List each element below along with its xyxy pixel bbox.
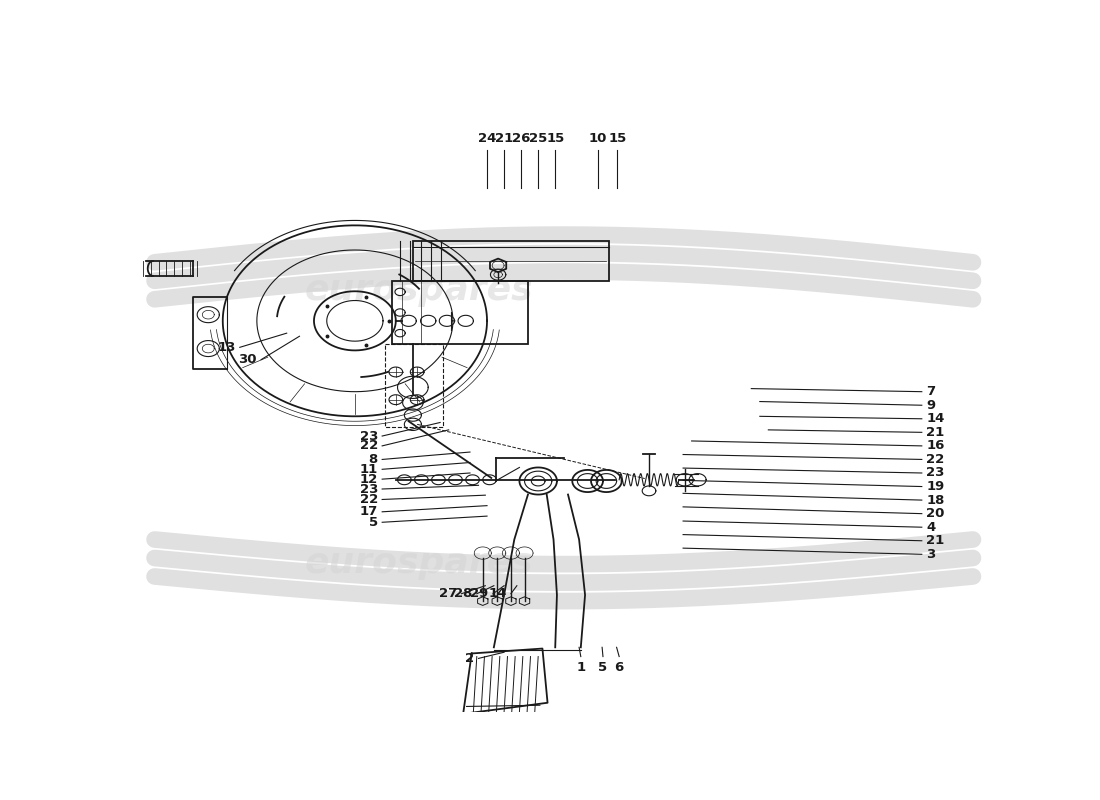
Bar: [412, 241, 609, 281]
Text: 28: 28: [454, 587, 473, 600]
Text: 9: 9: [926, 398, 935, 412]
Text: 5: 5: [368, 516, 378, 529]
Text: 5: 5: [598, 662, 607, 674]
Text: 15: 15: [608, 132, 627, 146]
Text: 26: 26: [512, 132, 530, 146]
Text: 22: 22: [926, 453, 944, 466]
Text: 25: 25: [529, 132, 548, 146]
Text: 22: 22: [360, 439, 378, 452]
Text: 10: 10: [588, 132, 607, 146]
Text: 22: 22: [360, 493, 378, 506]
Text: 23: 23: [926, 466, 945, 479]
Text: 8: 8: [368, 453, 378, 466]
Text: 23: 23: [360, 482, 378, 495]
Text: eurospares: eurospares: [305, 273, 534, 307]
Text: 19: 19: [926, 480, 944, 493]
Text: 21: 21: [495, 132, 514, 146]
Text: 7: 7: [926, 385, 935, 398]
Text: 24: 24: [477, 132, 496, 146]
Text: 21: 21: [926, 534, 944, 547]
Text: 1: 1: [576, 662, 585, 674]
Text: 11: 11: [360, 462, 378, 476]
Text: 18: 18: [926, 494, 945, 506]
Text: eurospares: eurospares: [305, 546, 534, 580]
Bar: [392, 281, 528, 344]
Text: 4: 4: [926, 521, 935, 534]
Text: 21: 21: [926, 426, 944, 439]
Text: 29: 29: [471, 587, 488, 600]
Text: 6: 6: [615, 662, 624, 674]
Text: 15: 15: [546, 132, 564, 146]
Text: 30: 30: [239, 353, 257, 366]
Text: 12: 12: [360, 473, 378, 486]
Text: 17: 17: [360, 506, 378, 518]
Text: 13: 13: [217, 341, 235, 354]
Text: 16: 16: [926, 439, 945, 452]
Text: 14: 14: [926, 412, 945, 426]
Text: 27: 27: [439, 587, 458, 600]
Text: 23: 23: [360, 430, 378, 442]
Text: 20: 20: [926, 507, 945, 520]
Text: 2: 2: [465, 652, 474, 665]
Text: 14: 14: [488, 587, 507, 600]
Text: 3: 3: [926, 548, 935, 561]
